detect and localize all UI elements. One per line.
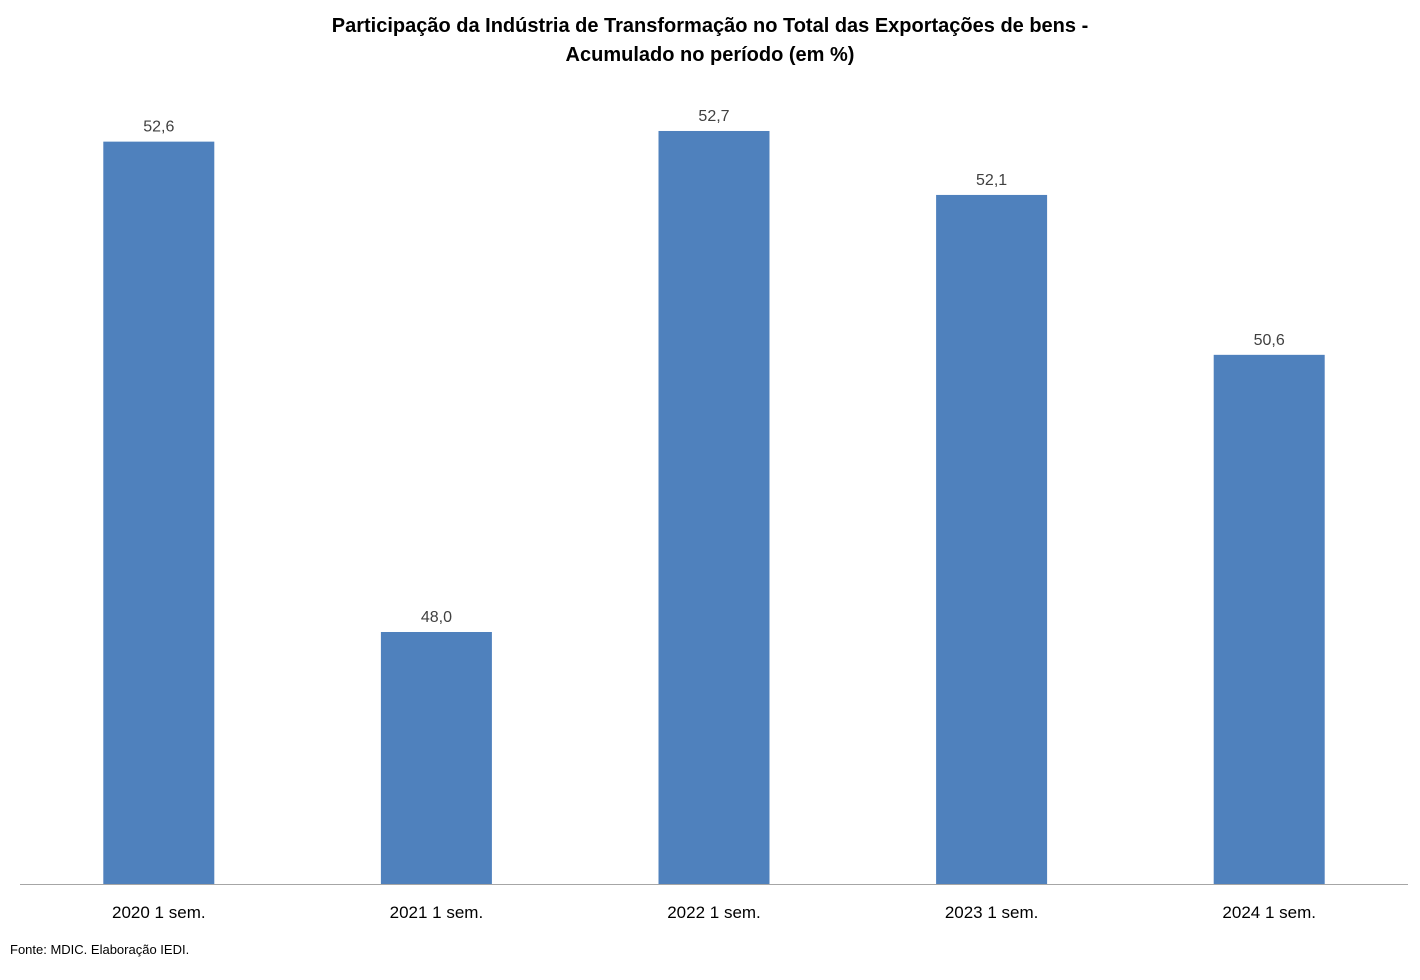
chart-subtitle: Acumulado no período (em %): [565, 44, 855, 66]
data-label: 52,1: [976, 172, 1007, 189]
source-note: Fonte: MDIC. Elaboração IEDI.: [10, 942, 190, 957]
bar-2022-1-sem-: [658, 130, 770, 884]
labels-group: 52,6 2020 1 sem. 48,0 2021 1 sem. 52,7 2022 1…: [112, 108, 1316, 922]
data-label: 52,7: [698, 108, 729, 125]
data-label: 48,0: [421, 609, 452, 626]
bar-2024-1-sem-: [1213, 354, 1325, 884]
chart-title: Participação da Indústria de Transformaç…: [331, 15, 1089, 37]
x-tick-label: 2020 1 sem.: [112, 903, 206, 922]
x-tick-label: 2023 1 sem.: [945, 903, 1039, 922]
x-tick-label: 2022 1 sem.: [667, 903, 761, 922]
chart-title-block: Participação da Indústria de Transformaç…: [0, 12, 1420, 70]
bars-group: [103, 130, 1325, 885]
bar-2021-1-sem-: [380, 631, 492, 884]
bar-2020-1-sem-: [103, 141, 215, 885]
bar-2023-1-sem-: [936, 194, 1048, 884]
data-label: 52,6: [143, 119, 174, 136]
data-label: 50,6: [1254, 332, 1285, 349]
x-tick-label: 2021 1 sem.: [390, 903, 484, 922]
x-tick-label: 2024 1 sem.: [1222, 903, 1316, 922]
